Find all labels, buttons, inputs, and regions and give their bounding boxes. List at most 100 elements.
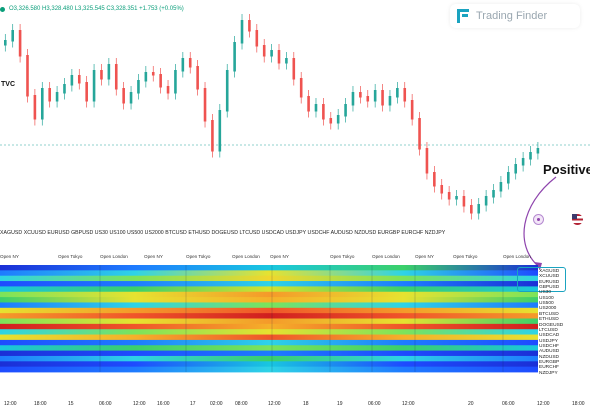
heatmap-row-label: US500 bbox=[539, 301, 554, 307]
candle-body bbox=[285, 58, 288, 64]
session-label: Open London bbox=[372, 254, 400, 259]
candle-body bbox=[336, 115, 340, 124]
candle-body bbox=[536, 148, 540, 154]
candle-body bbox=[4, 40, 7, 46]
candle-body bbox=[381, 90, 384, 106]
heatmap-row-label: GBPUSD bbox=[539, 285, 560, 291]
candle-body bbox=[388, 96, 392, 106]
session-label: Open London bbox=[503, 254, 531, 259]
candle-body bbox=[107, 64, 111, 80]
candle-body bbox=[151, 72, 155, 76]
candle-body bbox=[373, 90, 377, 102]
candle-body bbox=[85, 82, 88, 102]
heatmap-row-label: XAGUSD bbox=[539, 269, 560, 274]
candle-body bbox=[181, 58, 185, 72]
time-axis-label: 12:00 bbox=[537, 401, 550, 407]
session-label: Open London bbox=[232, 254, 260, 259]
candle-body bbox=[26, 55, 29, 97]
candle-body bbox=[521, 158, 525, 166]
brand-name: Trading Finder bbox=[476, 10, 548, 22]
heatmap-row-label: US2000 bbox=[539, 306, 557, 312]
time-axis-label: 12:00 bbox=[402, 401, 415, 407]
candle-body bbox=[70, 75, 74, 86]
candle-body bbox=[329, 118, 333, 124]
time-axis-label: 02:00 bbox=[210, 401, 223, 407]
heatmap-row-label: US30 bbox=[539, 290, 551, 296]
heatmap-row bbox=[0, 270, 538, 277]
heatmap-row-label: USDJPY bbox=[539, 338, 558, 344]
highlight-box bbox=[517, 267, 566, 292]
time-axis-label: 06:00 bbox=[368, 401, 381, 407]
heatmap-row bbox=[0, 334, 538, 341]
heatmap-row-label: NZDJPY bbox=[539, 370, 558, 376]
candle-body bbox=[322, 104, 325, 120]
candle-body bbox=[137, 80, 140, 94]
candle-body bbox=[366, 96, 370, 102]
candle-body bbox=[233, 42, 236, 72]
time-axis-label: 20 bbox=[468, 401, 474, 407]
heatmap-row-label: AUDUSD bbox=[539, 349, 560, 355]
candle-body bbox=[129, 92, 133, 104]
candle-body bbox=[418, 118, 421, 150]
heatmap-row bbox=[0, 329, 538, 335]
candle-body bbox=[92, 70, 96, 102]
heatmap-row bbox=[0, 281, 538, 287]
candle-body bbox=[344, 104, 347, 117]
heatmap-row-label: BTCUSD bbox=[539, 311, 559, 317]
candle-body bbox=[425, 148, 429, 174]
candle-body bbox=[462, 196, 466, 207]
candle-body bbox=[218, 110, 222, 152]
ohlc-readout: O3,326.580 H3,328.480 L3,325.545 C3,328.… bbox=[9, 6, 184, 12]
candle-body bbox=[166, 86, 170, 94]
correlation-heatmap[interactable] bbox=[0, 265, 590, 395]
time-axis-label: 06:00 bbox=[502, 401, 515, 407]
candle-body bbox=[55, 92, 59, 102]
heatmap-row-label: EURUSD bbox=[539, 279, 560, 285]
us-flag-icon[interactable] bbox=[572, 214, 583, 225]
candle-body bbox=[470, 205, 473, 214]
candle-body bbox=[122, 88, 125, 104]
candle-body bbox=[11, 30, 14, 42]
annotation-positive: Positive bbox=[543, 162, 590, 177]
symbols-header-list: XAGUSD XCUUSD EURUSD GBPUSD US30 US100 U… bbox=[0, 230, 446, 236]
candle-body bbox=[447, 192, 451, 200]
price-candlestick-chart[interactable] bbox=[0, 0, 590, 230]
candle-body bbox=[410, 100, 414, 120]
heatmap-row bbox=[0, 291, 538, 298]
candle-body bbox=[188, 58, 192, 68]
heatmap-row bbox=[0, 345, 538, 351]
heatmap-row bbox=[0, 286, 538, 293]
candle-body bbox=[18, 30, 22, 57]
session-label: Open Tokyo bbox=[330, 254, 355, 259]
heatmap-row-label: DOGEUSD bbox=[539, 322, 564, 328]
time-axis-label: 18:00 bbox=[572, 401, 585, 407]
heatmap-row bbox=[0, 339, 538, 346]
candle-body bbox=[529, 152, 532, 160]
chart-header: O3,326.580 H3,328.480 L3,325.545 C3,328.… bbox=[0, 2, 184, 16]
candle-body bbox=[477, 204, 481, 214]
candle-body bbox=[114, 64, 118, 90]
candle-body bbox=[262, 45, 266, 57]
candle-body bbox=[225, 70, 229, 112]
heatmap-row bbox=[0, 297, 538, 303]
session-label: Open Tokyo bbox=[58, 254, 83, 259]
time-axis-label: 12:00 bbox=[268, 401, 281, 407]
chart-marker-icon[interactable] bbox=[533, 214, 544, 225]
candle-body bbox=[492, 190, 495, 198]
candle-body bbox=[507, 172, 510, 184]
heatmap-row-label: ETHUSD bbox=[539, 317, 559, 323]
candle-body bbox=[314, 104, 318, 112]
candle-body bbox=[299, 78, 303, 98]
candle-body bbox=[396, 88, 399, 98]
heatmap-row-label: XCUUSD bbox=[539, 274, 560, 280]
time-axis-label: 19 bbox=[337, 401, 343, 407]
heatmap-row-label: EURCHF bbox=[539, 365, 559, 371]
candle-body bbox=[255, 30, 259, 47]
time-axis-label: 08:00 bbox=[235, 401, 248, 407]
candle-body bbox=[499, 182, 503, 192]
candle-body bbox=[211, 120, 214, 152]
heatmap-row-label: LTCUSD bbox=[539, 327, 558, 333]
time-axis-label: 12:00 bbox=[133, 401, 146, 407]
brand-logo: Trading Finder bbox=[450, 4, 580, 28]
